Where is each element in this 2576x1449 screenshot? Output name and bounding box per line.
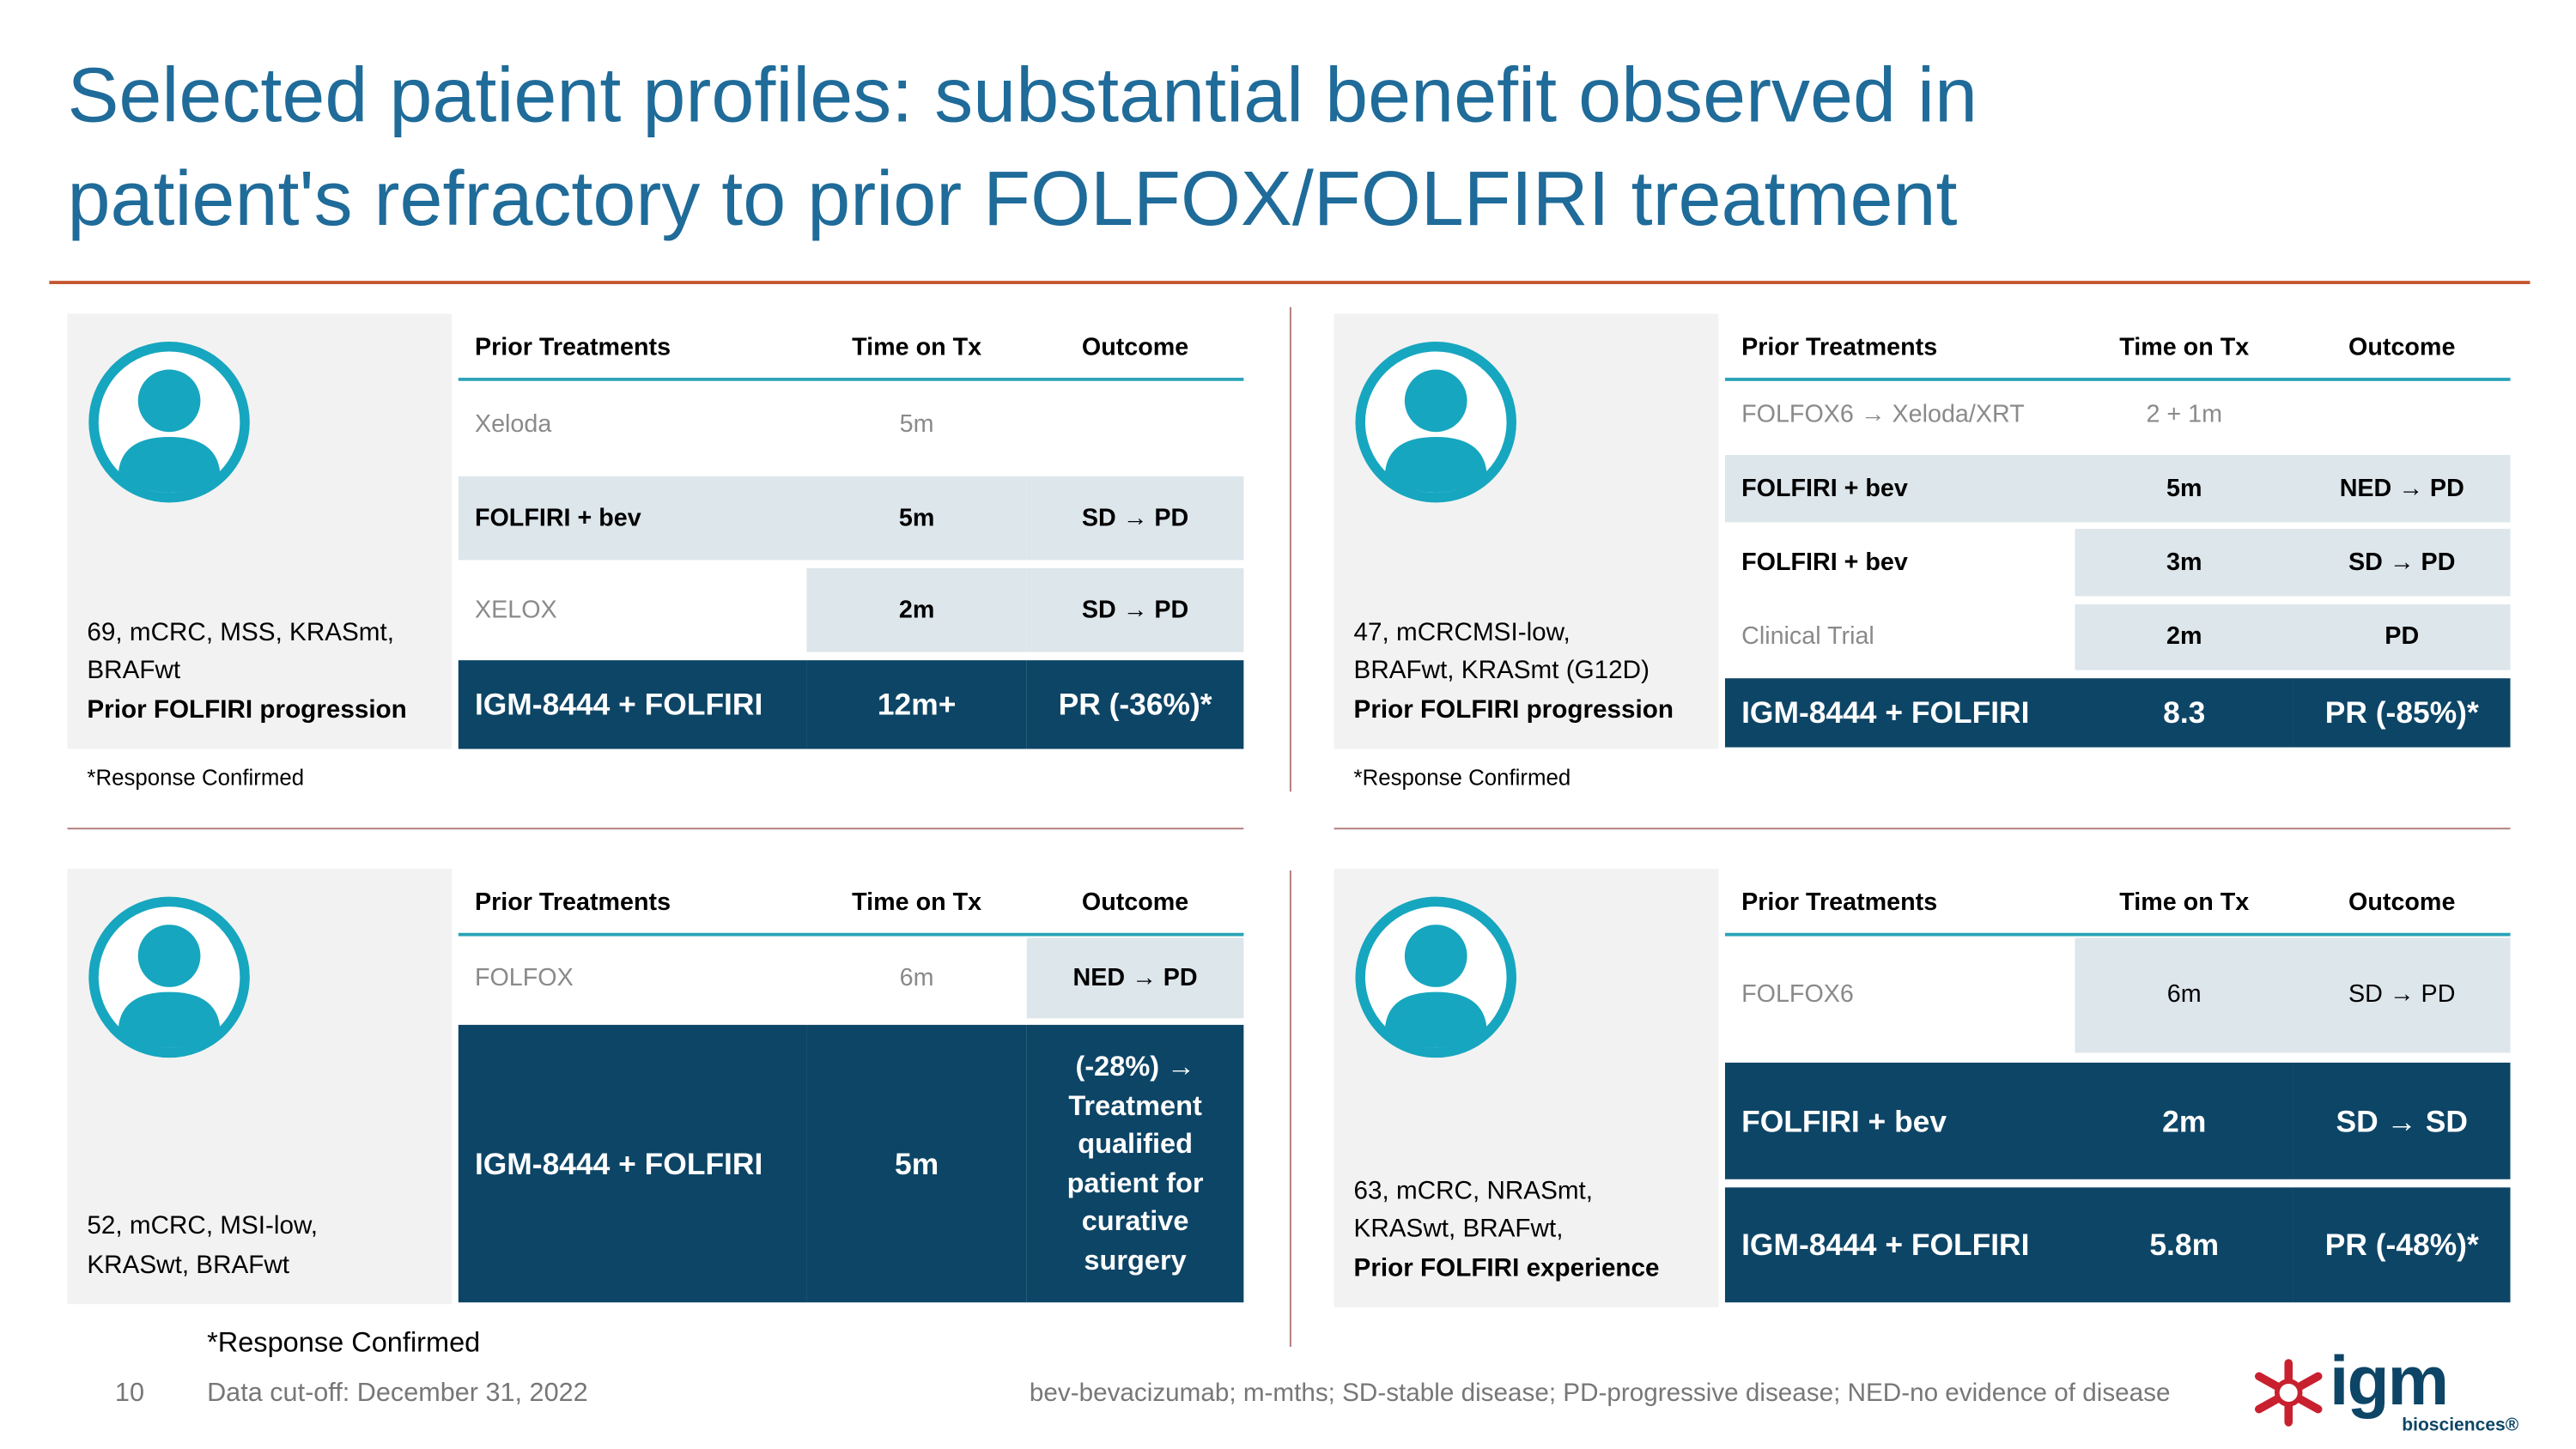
column-header: Time on Tx xyxy=(2119,888,2250,917)
patient-line: 52, mCRC, MSI-low, xyxy=(87,1212,319,1240)
header-rule xyxy=(1724,932,2511,937)
table-cell: SD → SD xyxy=(2293,1062,2511,1179)
footnote: *Response Confirmed xyxy=(207,1326,481,1359)
column-header: Time on Tx xyxy=(852,332,982,361)
table-cell: PR (-36%)* xyxy=(1026,660,1244,749)
header-rule xyxy=(458,378,1244,381)
patient-line: KRASwt, BRAFwt xyxy=(87,1250,290,1279)
table-cell: 5m xyxy=(806,476,1027,561)
patient-line: Prior FOLFIRI progression xyxy=(1353,695,1674,724)
column-header: Outcome xyxy=(2348,888,2456,917)
column-header: Prior Treatments xyxy=(474,332,671,361)
table-cell: 5m xyxy=(2075,454,2293,523)
table-cell: IGM-8444 + FOLFIRI xyxy=(1724,1187,2075,1303)
divider xyxy=(1289,306,1291,792)
table-cell: FOLFOX6 xyxy=(1724,937,2075,1053)
patient-line: 63, mCRC, NRASmt, xyxy=(1353,1176,1594,1205)
abbreviations: bev-bevacizumab; m-mths; SD-stable disea… xyxy=(1029,1379,2171,1408)
table-cell: XELOX xyxy=(458,568,807,652)
column-header: Outcome xyxy=(1081,332,1189,361)
table-cell: 2m xyxy=(2075,604,2293,670)
patient-line: 69, mCRC, MSS, KRASmt, xyxy=(87,618,395,646)
table-cell: IGM-8444 + FOLFIRI xyxy=(458,1024,807,1303)
page-number: 10 xyxy=(114,1379,144,1408)
title: Selected patient profiles: substantial b… xyxy=(67,43,1978,250)
avatar xyxy=(1355,341,1516,503)
table-cell: Xeloda xyxy=(458,380,807,470)
table-cell: FOLFIRI + bev xyxy=(458,476,807,561)
column-header: Time on Tx xyxy=(2119,332,2250,361)
header-rule xyxy=(458,932,1244,937)
cutoff: Data cut-off: December 31, 2022 xyxy=(207,1379,588,1408)
table-cell: 6m xyxy=(2075,937,2293,1053)
column-header: Outcome xyxy=(1081,888,1189,917)
title-rule xyxy=(49,281,2530,285)
divider xyxy=(1334,828,2511,830)
table-cell: 5.8m xyxy=(2075,1187,2293,1303)
divider xyxy=(1289,870,1291,1347)
table-cell: NED → PD xyxy=(1026,937,1244,1019)
table-cell: IGM-8444 + FOLFIRI xyxy=(458,660,807,749)
column-header: Time on Tx xyxy=(852,888,982,917)
patient-line: Prior FOLFIRI progression xyxy=(87,695,407,724)
footnote: *Response Confirmed xyxy=(87,765,305,791)
table-cell: 3m xyxy=(2075,529,2293,597)
table-cell: 2m xyxy=(2075,1062,2293,1179)
table-cell: SD → PD xyxy=(2293,529,2511,597)
table-cell: PD xyxy=(2293,604,2511,670)
empty-cell xyxy=(1026,380,1244,470)
patient-line: 47, mCRCMSI-low, xyxy=(1353,618,1571,646)
table-cell: FOLFIRI + bev xyxy=(1724,529,2075,597)
avatar xyxy=(1355,896,1516,1058)
table-cell: FOLFOX6 → Xeloda/XRT xyxy=(1724,384,2075,447)
patient-line: KRASwt, BRAFwt, xyxy=(1353,1215,1564,1244)
table-cell: (-28%) → Treatment qualified patient for… xyxy=(1026,1024,1244,1303)
patient-line: Prior FOLFIRI experience xyxy=(1353,1253,1660,1282)
title-line: Selected patient profiles: substantial b… xyxy=(67,51,1978,138)
footnote: *Response Confirmed xyxy=(1353,765,1571,791)
table-cell: PR (-48%)* xyxy=(2293,1187,2511,1303)
table-cell: SD → PD xyxy=(2293,937,2511,1053)
table-cell: FOLFIRI + bev xyxy=(1724,454,2075,523)
table-cell: 12m+ xyxy=(806,660,1027,749)
logo-mark: igm xyxy=(2330,1342,2449,1420)
column-header: Prior Treatments xyxy=(474,888,671,917)
title-line: patient's refractory to prior FOLFOX/FOL… xyxy=(67,154,1958,242)
logo-icon xyxy=(2255,1359,2323,1427)
patient-line: BRAFwt, KRASmt (G12D) xyxy=(1353,657,1649,685)
column-header: Prior Treatments xyxy=(1741,888,1938,917)
table-cell: NED → PD xyxy=(2293,454,2511,523)
logo-sub: biosciences® xyxy=(2402,1416,2519,1436)
table-cell: Clinical Trial xyxy=(1724,604,2075,670)
header-rule xyxy=(1724,378,2511,381)
table-cell: 5m xyxy=(806,1024,1027,1303)
patient-line: BRAFwt xyxy=(87,657,181,685)
column-header: Prior Treatments xyxy=(1741,332,1938,361)
table-cell: FOLFOX xyxy=(458,937,807,1019)
table-cell: 8.3 xyxy=(2075,678,2293,748)
table-cell: 6m xyxy=(806,937,1027,1019)
avatar xyxy=(88,341,250,503)
table-cell: 5m xyxy=(806,380,1027,470)
table-cell: PR (-85%)* xyxy=(2293,678,2511,748)
divider xyxy=(67,828,1244,830)
empty-cell xyxy=(2293,384,2511,447)
table-cell: FOLFIRI + bev xyxy=(1724,1062,2075,1179)
table-cell: SD → PD xyxy=(1026,568,1244,652)
table-cell: 2 + 1m xyxy=(2075,384,2293,447)
table-cell: IGM-8444 + FOLFIRI xyxy=(1724,678,2075,748)
avatar xyxy=(88,896,250,1058)
table-cell: 2m xyxy=(806,568,1027,652)
table-cell: SD → PD xyxy=(1026,476,1244,561)
column-header: Outcome xyxy=(2348,332,2456,361)
